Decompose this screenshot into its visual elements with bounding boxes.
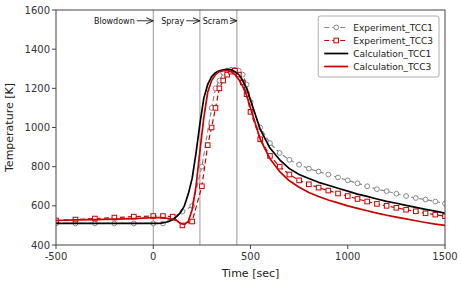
- y-tick-label: 800: [31, 161, 50, 172]
- marker: [287, 172, 292, 177]
- annotation-text: Blowdown: [94, 17, 135, 26]
- legend-label: Experiment_TCC1: [353, 23, 433, 33]
- x-tick-label: 500: [241, 251, 260, 262]
- y-tick: [52, 205, 56, 206]
- annotation-text: Scram: [203, 17, 229, 26]
- legend-marker: [334, 25, 339, 30]
- y-tick: [52, 10, 56, 11]
- marker: [384, 204, 389, 209]
- series-line: [56, 70, 445, 224]
- marker: [190, 219, 195, 224]
- marker: [306, 166, 311, 171]
- x-tick: [153, 245, 154, 249]
- marker: [384, 189, 389, 194]
- x-tick-label: 0: [150, 251, 156, 262]
- x-tick-label: 1000: [335, 251, 360, 262]
- y-tick-label: 1000: [25, 122, 50, 133]
- y-tick-label: 1400: [25, 44, 50, 55]
- vertical-line: [153, 10, 154, 245]
- marker: [345, 178, 350, 183]
- y-tick-label: 400: [31, 240, 50, 251]
- marker: [394, 191, 399, 196]
- legend-box: [318, 16, 439, 77]
- marker: [221, 78, 226, 83]
- marker: [355, 181, 360, 186]
- marker: [394, 205, 399, 210]
- marker: [404, 207, 409, 212]
- vertical-line: [236, 10, 237, 245]
- series-line: [56, 71, 445, 226]
- marker: [355, 197, 360, 202]
- x-tick: [445, 245, 446, 249]
- marker: [316, 185, 321, 190]
- marker: [326, 188, 331, 193]
- series-line: [56, 69, 445, 223]
- plot-background: [56, 10, 445, 245]
- plot-area: [56, 10, 445, 245]
- annotation-text: Spray: [161, 17, 184, 26]
- marker: [423, 211, 428, 216]
- x-tick-label: 1500: [432, 251, 457, 262]
- x-tick-label: -500: [45, 251, 68, 262]
- x-tick: [347, 245, 348, 249]
- y-tick: [52, 127, 56, 128]
- legend-label: Experiment_TCC3: [353, 36, 433, 46]
- marker: [287, 157, 292, 162]
- chart: -500 0 500 1000 1500 400 600 800 1000 1200 1400 160…: [0, 0, 461, 283]
- marker: [414, 209, 419, 214]
- series-line: [56, 71, 445, 226]
- y-tick: [52, 49, 56, 50]
- y-axis-label: Temperature [K]: [3, 83, 16, 173]
- legend-swatch: [324, 66, 348, 68]
- marker: [375, 202, 380, 207]
- marker: [336, 175, 341, 180]
- annotation-arrow: [186, 20, 200, 21]
- marker: [365, 184, 370, 189]
- legend-label: Calculation_TCC1: [353, 49, 431, 59]
- x-tick: [56, 245, 57, 249]
- plot-frame: [56, 10, 445, 245]
- annotation-arrow: [137, 20, 154, 21]
- marker: [205, 143, 210, 148]
- legend-swatch: [324, 53, 348, 55]
- x-axis-label: Time [sec]: [221, 267, 280, 280]
- marker: [277, 151, 282, 156]
- y-tick-label: 600: [31, 200, 50, 211]
- legend: Experiment_TCC1 Experiment_TCC3 Calculatio…: [318, 16, 439, 77]
- marker: [297, 178, 302, 183]
- marker: [213, 106, 218, 111]
- y-tick-label: 1600: [25, 5, 50, 16]
- marker: [217, 86, 222, 91]
- legend-marker: [334, 38, 339, 43]
- marker: [209, 125, 214, 130]
- marker: [404, 194, 409, 199]
- marker: [200, 184, 205, 189]
- marker: [365, 199, 370, 204]
- marker: [413, 196, 418, 201]
- y-tick: [52, 88, 56, 89]
- marker: [199, 164, 204, 169]
- marker: [433, 212, 438, 217]
- y-tick: [52, 166, 56, 167]
- legend-label: Calculation_TCC3: [353, 62, 431, 72]
- annotation-arrow: [230, 20, 237, 21]
- x-tick: [250, 245, 251, 249]
- marker: [423, 197, 428, 202]
- y-tick: [52, 245, 56, 246]
- y-tick-label: 1200: [25, 83, 50, 94]
- marker: [316, 169, 321, 174]
- marker: [307, 182, 312, 187]
- marker: [433, 199, 438, 204]
- marker: [326, 172, 331, 177]
- marker: [336, 191, 341, 196]
- marker: [297, 162, 302, 167]
- marker: [375, 187, 380, 192]
- marker: [345, 194, 350, 199]
